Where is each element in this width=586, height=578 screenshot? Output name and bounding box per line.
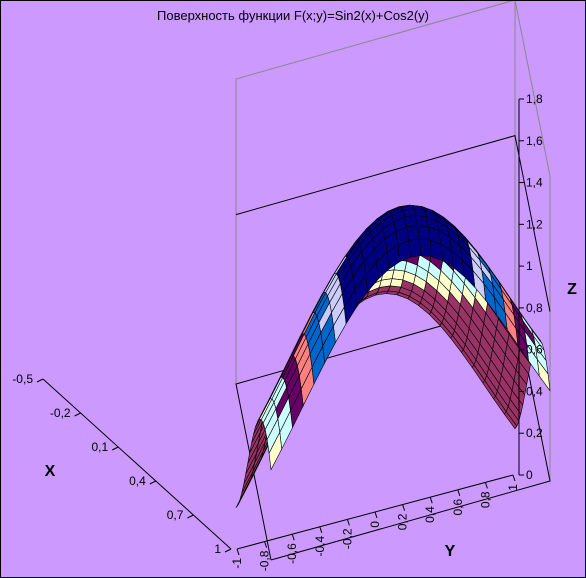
surface-cell (408, 238, 422, 258)
x-tick-mark (187, 514, 194, 519)
surface-cell (391, 269, 406, 281)
chart-title: Поверхность функции F(x;y)=Sin2(x)+Cos2(… (157, 8, 429, 23)
z-tick-label: 1,2 (526, 217, 543, 231)
z-tick-label: 0,6 (526, 343, 543, 357)
y-tick-mark (346, 519, 350, 526)
z-tick-label: 1,4 (526, 176, 543, 190)
x-tick-mark (36, 378, 44, 383)
z-tick-label: 0,2 (526, 426, 543, 440)
chart-axes: 0 0,2 0,4 0,6 0,8 1 1,2 1,4 1,6 1,8 -0,5 -0,2 0,1 0,4… (12, 92, 543, 571)
x-tick-mark (111, 446, 119, 451)
x-tick-label: 1 (214, 542, 221, 556)
y-tick-label: 0,8 (478, 491, 492, 508)
y-tick-label: -1 (230, 558, 244, 569)
y-tick-label: -0,6 (285, 543, 299, 564)
z-tick-label: 0 (526, 468, 533, 482)
x-tick-label: 0,4 (129, 474, 146, 488)
z-tick-label: 1 (526, 259, 533, 273)
z-tick-label: 0,4 (526, 384, 543, 398)
z-axis-label: Z (567, 281, 577, 298)
y-tick-mark (484, 482, 488, 489)
y-tick-label: 0,4 (423, 506, 437, 523)
z-tick-label: 1,6 (526, 134, 543, 148)
surface-mesh (235, 204, 551, 508)
x-tick-label: 0,7 (167, 508, 184, 522)
z-tick-label: 0,8 (526, 301, 543, 315)
x-tick-mark (224, 548, 232, 553)
x-tick-mark (149, 480, 157, 485)
y-tick-label: 0,2 (396, 513, 410, 530)
surface-cell (404, 215, 418, 228)
x-tick-label: 0,1 (92, 440, 109, 454)
y-tick-mark (374, 511, 378, 519)
y-tick-label: 0,6 (451, 498, 465, 515)
x-tick-label: -0,2 (50, 406, 71, 420)
z-tick-label: 1,8 (526, 92, 543, 106)
x-tick-label: -0,5 (12, 372, 33, 386)
y-tick-mark (319, 526, 323, 533)
y-axis-label: Y (445, 543, 456, 560)
x-tick-mark (74, 412, 81, 417)
z-gridline (235, 134, 551, 312)
y-tick-mark (429, 497, 433, 504)
y-tick-mark (236, 548, 240, 556)
x-axis-label: X (45, 463, 56, 480)
y-tick-mark (291, 534, 295, 541)
y-tick-label: -0,8 (258, 550, 272, 571)
wall-edge (235, 1, 551, 481)
y-tick-mark (264, 541, 268, 548)
y-tick-label: 0 (368, 521, 382, 528)
y-tick-mark (512, 474, 516, 482)
y-tick-label: -0,2 (340, 528, 354, 549)
x-axis-line (42, 378, 232, 550)
y-tick-mark (402, 504, 406, 511)
y-tick-label: -0,4 (313, 535, 327, 556)
y-tick-label: 1 (506, 484, 520, 491)
y-tick-mark (457, 489, 461, 496)
surface-cell (268, 431, 283, 471)
